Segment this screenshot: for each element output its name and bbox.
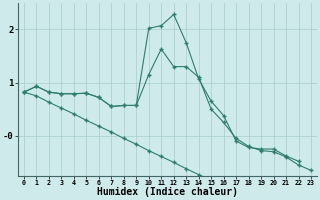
X-axis label: Humidex (Indice chaleur): Humidex (Indice chaleur) [97, 187, 238, 197]
